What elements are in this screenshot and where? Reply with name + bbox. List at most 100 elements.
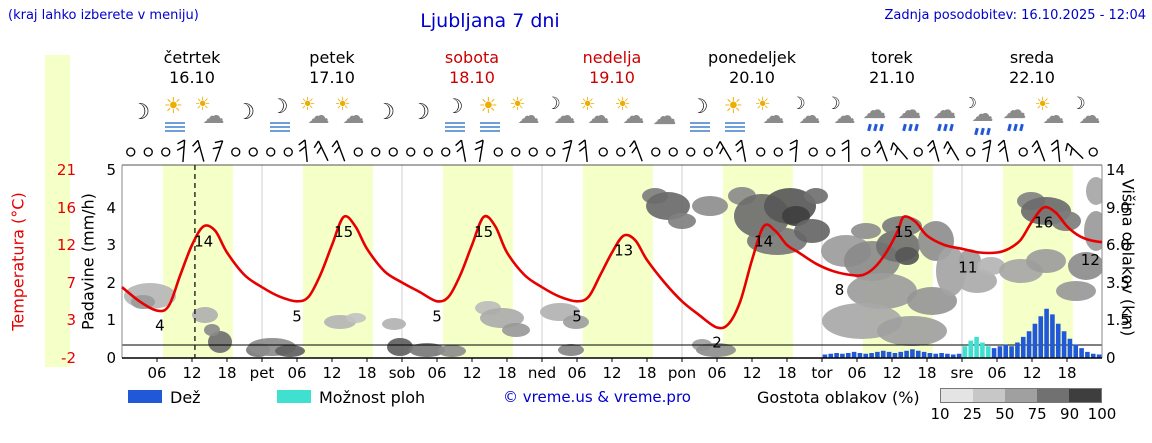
rain-drop-icon <box>973 127 979 136</box>
rain-bar <box>950 354 956 358</box>
calm-wind-icon <box>441 147 451 157</box>
sun-cloud-icon: ☀ ☁ <box>297 96 333 142</box>
wind-barb-icon <box>474 139 484 163</box>
x-hour-label: 18 <box>357 364 377 382</box>
x-hour-label: 12 <box>882 364 902 382</box>
density-tick-label: 90 <box>1060 405 1080 423</box>
calm-wind-icon <box>353 147 363 157</box>
x-hour-label: 06 <box>147 364 167 382</box>
rain-bar <box>997 346 1003 358</box>
fog-line-icon <box>689 130 710 132</box>
shower-legend-swatch <box>277 390 311 403</box>
cloud-cover-blob <box>668 213 696 229</box>
cloud-cover-blob <box>192 307 218 323</box>
day-date: 20.10 <box>729 68 775 87</box>
rain-bar <box>927 353 933 358</box>
x-day-label: sre <box>950 364 974 382</box>
rain-legend-label: Dež <box>170 388 201 407</box>
fog-line-icon <box>164 126 185 128</box>
cloud-cover-blob <box>387 338 413 356</box>
x-hour-label: 06 <box>847 364 867 382</box>
calm-wind-icon <box>406 147 416 157</box>
cloud-cover-blob <box>977 257 1005 275</box>
moon-cloud-icon: ☽ ☁ <box>1067 96 1103 142</box>
cloud-cover-blob <box>563 315 589 329</box>
wind-barb-icon <box>578 139 588 162</box>
density-tick-label: 75 <box>1027 405 1047 423</box>
rain-bar <box>1096 354 1102 358</box>
density-swatch <box>1037 389 1069 402</box>
day-name: nedelja <box>582 48 642 67</box>
calm-wind-icon <box>528 147 538 157</box>
moon-glyph: ☽ <box>1070 94 1086 114</box>
x-hour-label: 06 <box>567 364 587 382</box>
wind-barb-icon <box>176 139 186 163</box>
wind-barb-icon <box>1065 142 1084 160</box>
moon-rain-icon: ☽ ☁ <box>962 96 998 142</box>
daylight-band <box>302 165 373 358</box>
cloud-glyph: ☁ <box>652 102 677 130</box>
rain-bar <box>898 351 904 358</box>
x-hour-label: 18 <box>917 364 937 382</box>
sun-glyph: ☀ <box>299 94 316 115</box>
shower-bar <box>968 340 974 358</box>
cloud-cover-blob <box>502 323 530 337</box>
moon-glyph: ☽ <box>410 100 431 125</box>
sun-fog-icon: ☀ <box>717 96 753 142</box>
rain-bar <box>910 349 915 358</box>
wind-barb-icon <box>927 139 940 162</box>
calm-wind-icon <box>283 147 293 157</box>
calm-wind-icon <box>686 147 696 157</box>
rain-bar <box>991 348 997 358</box>
sun-cloud-icon: ☀ ☁ <box>332 96 368 142</box>
sun-cloud-icon: ☀ ☁ <box>612 96 648 142</box>
calm-wind-icon <box>651 147 661 157</box>
wind-barb-icon <box>331 140 346 162</box>
moon-cloud-icon: ☽ ☁ <box>822 96 858 142</box>
precip-tick: 4 <box>106 198 116 217</box>
temp-extreme-label: 16 <box>1034 214 1053 232</box>
wind-barb-icon <box>789 139 798 163</box>
credit-link[interactable]: © vreme.us & vreme.pro <box>503 388 691 406</box>
x-hour-label: 06 <box>427 364 447 382</box>
x-day-label: sob <box>388 364 416 382</box>
rain-bar <box>1038 316 1044 358</box>
temp-extreme-label: 8 <box>835 281 845 299</box>
cloud-glyph: ☁ <box>342 104 365 129</box>
cloud-cover-blob <box>692 196 728 216</box>
temp-tick: 12 <box>56 236 76 254</box>
cloud-glyph: ☁ <box>587 104 610 129</box>
rain-legend-swatch <box>128 390 162 403</box>
rain-bar <box>1026 331 1032 358</box>
cloud-cover-blob <box>895 247 919 265</box>
cloud-height-tick: 0 <box>1106 348 1116 367</box>
moon-icon: ☽ <box>122 96 158 142</box>
moon-icon: ☽ <box>227 96 263 142</box>
moon-icon: ☽ <box>402 96 438 142</box>
cloud-glyph: ☁ <box>202 104 225 129</box>
temp-extreme-label: 15 <box>334 223 353 241</box>
rain-bar <box>828 353 834 358</box>
fog-line-icon <box>724 126 745 128</box>
density-tick-label: 10 <box>930 405 950 423</box>
rain-bar <box>915 350 921 358</box>
moon-fog-icon: ☽ <box>682 96 718 142</box>
wind-barb-icon <box>890 142 909 160</box>
day-name: sobota <box>444 48 500 67</box>
last-update-label: Zadnja posodobitev: 16.10.2025 - 12:04 <box>884 8 1146 23</box>
x-hour-label: 06 <box>987 364 1007 382</box>
rain-bar <box>939 353 944 358</box>
calm-wind-icon <box>266 147 276 157</box>
rain-bar <box>863 353 869 358</box>
x-hour-label: 12 <box>462 364 482 382</box>
cloud-glyph: ☁ <box>1002 96 1027 124</box>
cloud-cover-blob <box>957 269 997 293</box>
x-day-label: pet <box>249 364 275 382</box>
sun-cloud-icon: ☀ ☁ <box>507 96 543 142</box>
moon-cloud-icon: ☽ ☁ <box>787 96 823 142</box>
fog-line-icon <box>444 126 465 128</box>
sun-glyph: ☀ <box>194 94 211 115</box>
calm-wind-icon <box>511 147 521 157</box>
rain-drop-icon <box>985 127 991 136</box>
density-swatch <box>941 389 973 402</box>
